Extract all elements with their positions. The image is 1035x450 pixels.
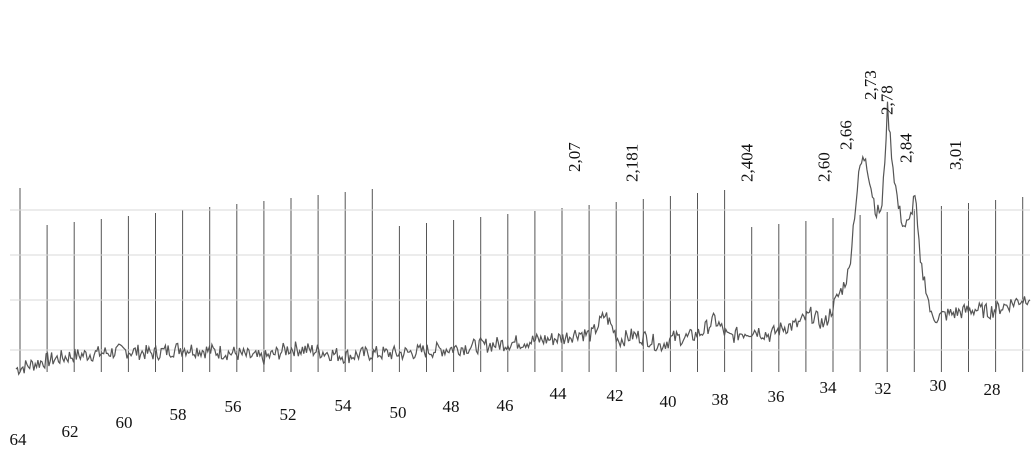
peak-label: 2,66 [836,120,855,150]
x-tick-label: 58 [170,405,187,424]
x-tick-label: 52 [280,405,297,424]
x-tick-label: 46 [497,396,514,415]
x-tick-label: 54 [335,396,353,415]
peak-label: 2,60 [814,152,833,182]
x-tick-label: 62 [62,422,79,441]
peak-label: 2,07 [565,142,584,172]
x-tick-label: 48 [443,397,460,416]
peak-label: 2,404 [738,143,757,182]
x-tick-label: 44 [550,384,568,403]
x-tick-label: 38 [712,390,729,409]
x-tick-label: 56 [225,397,242,416]
series-layer [15,101,1031,376]
x-tick-labels: 64 62 60 58 56 52 54 50 48 46 44 42 40 38 36 34 32 30 28 [10,376,1001,449]
peak-label: 3,01 [946,140,965,170]
x-tick-label: 64 [10,430,28,449]
x-tick-label: 60 [116,413,133,432]
x-tick-label: 42 [607,386,624,405]
x-tick-label: 32 [875,379,892,398]
x-tick-label: 28 [984,380,1001,399]
peak-label: 2,73 [861,70,880,100]
peak-labels: 2,07 2,181 2,404 2,602,66 2,732,782,84 3,01 [565,70,965,182]
x-tick-label: 34 [820,378,838,397]
x-tick-label: 36 [768,387,785,406]
peak-label: 2,181 [623,144,642,182]
peak-label: 2,84 [897,133,916,163]
x-tick-label: 40 [660,392,677,411]
x-tick-label: 50 [390,403,407,422]
x-tick-label: 30 [930,376,947,395]
peak-label: 2,78 [877,85,896,115]
diffraction-trace [15,101,1031,376]
